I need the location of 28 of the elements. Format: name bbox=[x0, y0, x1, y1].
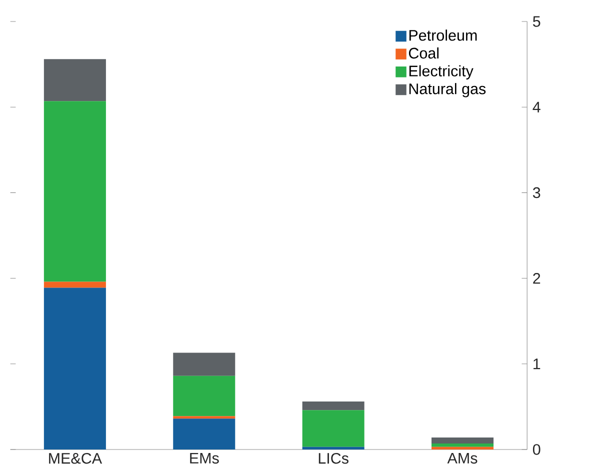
bar bbox=[432, 438, 494, 444]
y-tick-label: 5 bbox=[532, 16, 540, 28]
legend-label: Electricity bbox=[409, 65, 474, 80]
x-tick-label: ME&CA bbox=[49, 453, 102, 464]
bar bbox=[302, 402, 364, 410]
bar bbox=[173, 416, 236, 419]
x-tick-label: LICs bbox=[318, 453, 348, 464]
bar bbox=[302, 447, 364, 450]
y-tick-label: 0 bbox=[532, 444, 540, 456]
legend-label: Natural gas bbox=[409, 83, 486, 98]
bar bbox=[173, 418, 236, 450]
bar bbox=[44, 288, 106, 450]
y-tick-label: 3 bbox=[532, 188, 540, 198]
legend-label: Petroleum bbox=[409, 30, 477, 41]
bar bbox=[44, 282, 106, 288]
bar bbox=[432, 444, 494, 448]
bar bbox=[302, 410, 364, 448]
y-tick-label: 1 bbox=[534, 358, 540, 370]
bar bbox=[44, 101, 106, 282]
y-tick-label: 4 bbox=[532, 102, 540, 113]
bar bbox=[44, 59, 106, 102]
x-tick-label: EMs bbox=[190, 453, 219, 464]
bar bbox=[173, 352, 236, 376]
legend-label: Coal bbox=[408, 48, 439, 59]
x-tick-label: AMs bbox=[447, 453, 478, 464]
bar bbox=[173, 376, 236, 416]
bar bbox=[432, 447, 494, 450]
y-tick-label: 2 bbox=[533, 273, 540, 284]
